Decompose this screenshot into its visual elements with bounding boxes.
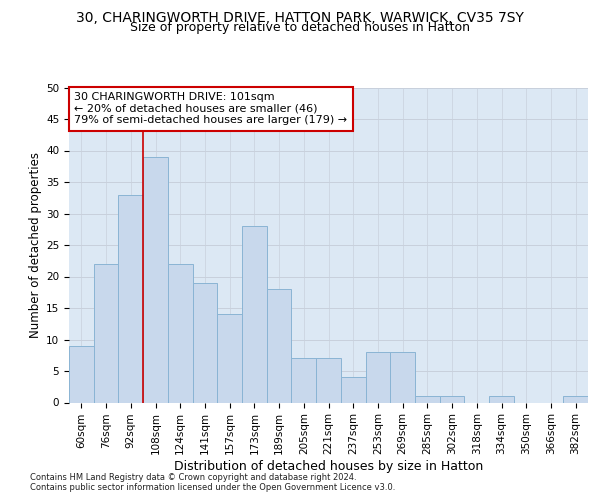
Bar [365, 352, 390, 403]
Bar [267, 289, 292, 403]
Bar [341, 378, 365, 402]
Bar [316, 358, 341, 403]
Bar [94, 264, 118, 402]
Bar [292, 358, 316, 403]
Bar [193, 283, 217, 403]
Bar [69, 346, 94, 403]
Bar [118, 194, 143, 402]
Bar [415, 396, 440, 402]
Bar [390, 352, 415, 403]
Bar [168, 264, 193, 402]
Y-axis label: Number of detached properties: Number of detached properties [29, 152, 42, 338]
Text: Size of property relative to detached houses in Hatton: Size of property relative to detached ho… [130, 21, 470, 34]
Bar [217, 314, 242, 402]
Text: 30 CHARINGWORTH DRIVE: 101sqm
← 20% of detached houses are smaller (46)
79% of s: 30 CHARINGWORTH DRIVE: 101sqm ← 20% of d… [74, 92, 347, 126]
Bar [563, 396, 588, 402]
Text: Contains HM Land Registry data © Crown copyright and database right 2024.
Contai: Contains HM Land Registry data © Crown c… [30, 472, 395, 492]
Bar [242, 226, 267, 402]
X-axis label: Distribution of detached houses by size in Hatton: Distribution of detached houses by size … [174, 460, 483, 473]
Bar [440, 396, 464, 402]
Bar [143, 157, 168, 402]
Bar [489, 396, 514, 402]
Text: 30, CHARINGWORTH DRIVE, HATTON PARK, WARWICK, CV35 7SY: 30, CHARINGWORTH DRIVE, HATTON PARK, WAR… [76, 11, 524, 25]
